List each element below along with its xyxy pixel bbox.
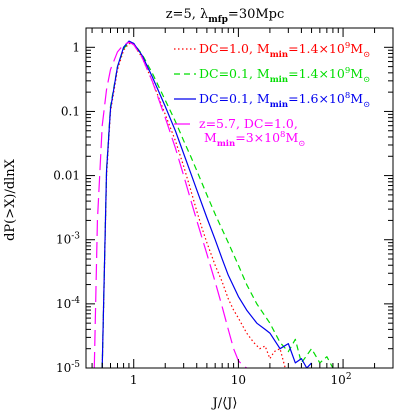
- legend-entry-4: z=5.7, DC=1.0,Mmin=3×108M⊙: [174, 116, 305, 149]
- legend-label: DC=0.1, Mmin=1.4×109M⊙: [199, 66, 370, 85]
- chart-title: z=5, λmfp=30Mpc: [166, 7, 285, 25]
- ticks-layer: [86, 27, 394, 369]
- chart-title-prefix: z=5, λ: [166, 7, 209, 22]
- legend-entry-2: DC=0.1, Mmin=1.4×109M⊙: [174, 66, 370, 85]
- chart-title-sub: mfp: [208, 15, 228, 25]
- legend-label: DC=0.1, Mmin=1.6×108M⊙: [199, 91, 370, 110]
- y-axis-label: dP(>X)/dlnX: [3, 158, 18, 241]
- y-tick-label: 10-5: [56, 360, 80, 375]
- legend-label: z=5.7, DC=1.0,: [199, 116, 298, 131]
- series-line-4: [93, 41, 248, 368]
- y-tick-label: 0.01: [53, 169, 80, 183]
- y-tick-label: 0.1: [61, 104, 80, 118]
- plot-frame: [85, 27, 394, 369]
- chart-title-suffix: =30Mpc: [228, 7, 284, 22]
- legend-label: DC=1.0, Mmin=1.4×109M⊙: [199, 41, 370, 60]
- legend: DC=1.0, Mmin=1.4×109M⊙ DC=0.1, Mmin=1.4×1…: [174, 41, 370, 149]
- x-axis-label: J/⟨J⟩: [211, 396, 238, 411]
- legend-entry-1: DC=1.0, Mmin=1.4×109M⊙: [174, 41, 370, 60]
- y-tick-label: 1: [72, 40, 80, 54]
- series-layer: [93, 40, 334, 368]
- series-line-2: [101, 41, 334, 368]
- series-line-1: [101, 42, 286, 368]
- x-tick-label: 10: [231, 373, 246, 387]
- y-tick-label: 10-3: [56, 232, 80, 247]
- y-tick-label: 10-4: [56, 296, 80, 311]
- legend-entry-3: DC=0.1, Mmin=1.6×108M⊙: [174, 91, 370, 110]
- x-tick-label: 102: [331, 372, 352, 387]
- x-tick-label: 1: [130, 373, 138, 387]
- tick-labels-layer: 1 10 102 1 0.1 0.01 10-3 10-4 10-5: [53, 40, 351, 387]
- legend-label-line2: Mmin=3×108M⊙: [204, 130, 305, 149]
